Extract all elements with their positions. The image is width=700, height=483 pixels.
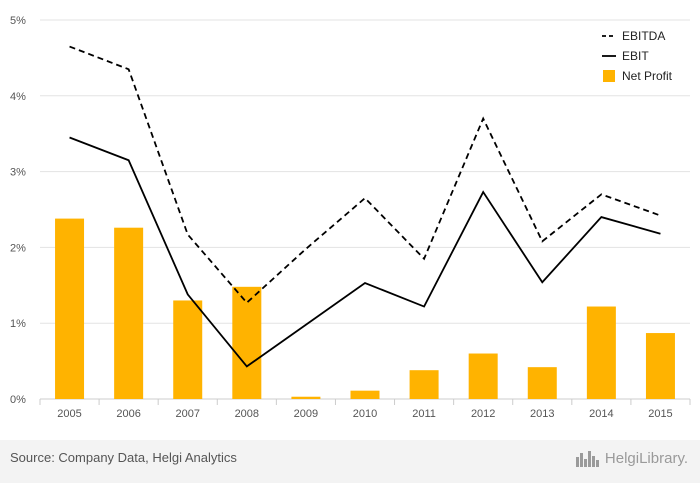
bar-net-profit xyxy=(645,333,675,399)
x-tick-label: 2005 xyxy=(57,408,81,420)
bar-net-profit xyxy=(409,370,439,399)
bar-net-profit xyxy=(468,353,498,399)
y-tick-label: 1% xyxy=(10,318,26,330)
y-tick-label: 5% xyxy=(10,15,26,27)
y-tick-label: 2% xyxy=(10,242,26,254)
helgi-library-logo[interactable]: HelgiLibrary. xyxy=(575,449,688,467)
x-tick-label: 2014 xyxy=(589,408,613,420)
line-ebitda xyxy=(69,45,661,305)
x-tick-label: 2006 xyxy=(116,408,140,420)
x-tick-label: 2011 xyxy=(412,408,436,420)
x-tick-label: 2012 xyxy=(471,408,495,420)
city-skyline-icon xyxy=(575,451,599,467)
logo-text: HelgiLibrary. xyxy=(604,449,688,467)
bar-net-profit xyxy=(114,227,144,399)
y-tick-label: 3% xyxy=(10,167,26,179)
legend-label-ebit: EBIT xyxy=(622,49,649,63)
x-tick-label: 2013 xyxy=(530,408,554,420)
x-tick-label: 2008 xyxy=(235,408,259,420)
bar-net-profit xyxy=(350,390,380,399)
legend-label-net-profit: Net Profit xyxy=(622,69,673,83)
bar-net-profit xyxy=(291,396,321,399)
bar-net-profit xyxy=(232,286,262,399)
bar-net-profit xyxy=(173,300,203,399)
x-tick-label: 2015 xyxy=(648,408,672,420)
chart-area: 0% 1% 2% 3% 4% 5% 2005 2006 2007 2008 2009 2010 2011… xyxy=(10,15,691,420)
y-tick-label: 4% xyxy=(10,91,26,103)
line-ebit xyxy=(69,136,661,368)
bar-net-profit xyxy=(55,218,85,399)
source-note: Source: Company Data, Helgi Analytics xyxy=(10,450,237,465)
bar-net-profit xyxy=(586,306,616,399)
chart-svg: 0% 1% 2% 3% 4% 5% 2005 2006 2007 2008 2009 2010 2011… xyxy=(10,15,691,420)
y-tick-label: 0% xyxy=(10,394,26,406)
x-tick-label: 2007 xyxy=(175,408,199,420)
x-tick-label: 2009 xyxy=(294,408,318,420)
x-tick-label: 2010 xyxy=(353,408,377,420)
legend-swatch-net-profit xyxy=(603,70,615,82)
bar-net-profit xyxy=(527,367,557,399)
footer: Source: Company Data, Helgi Analytics He… xyxy=(0,440,700,483)
legend-label-ebitda: EBITDA xyxy=(622,29,665,43)
